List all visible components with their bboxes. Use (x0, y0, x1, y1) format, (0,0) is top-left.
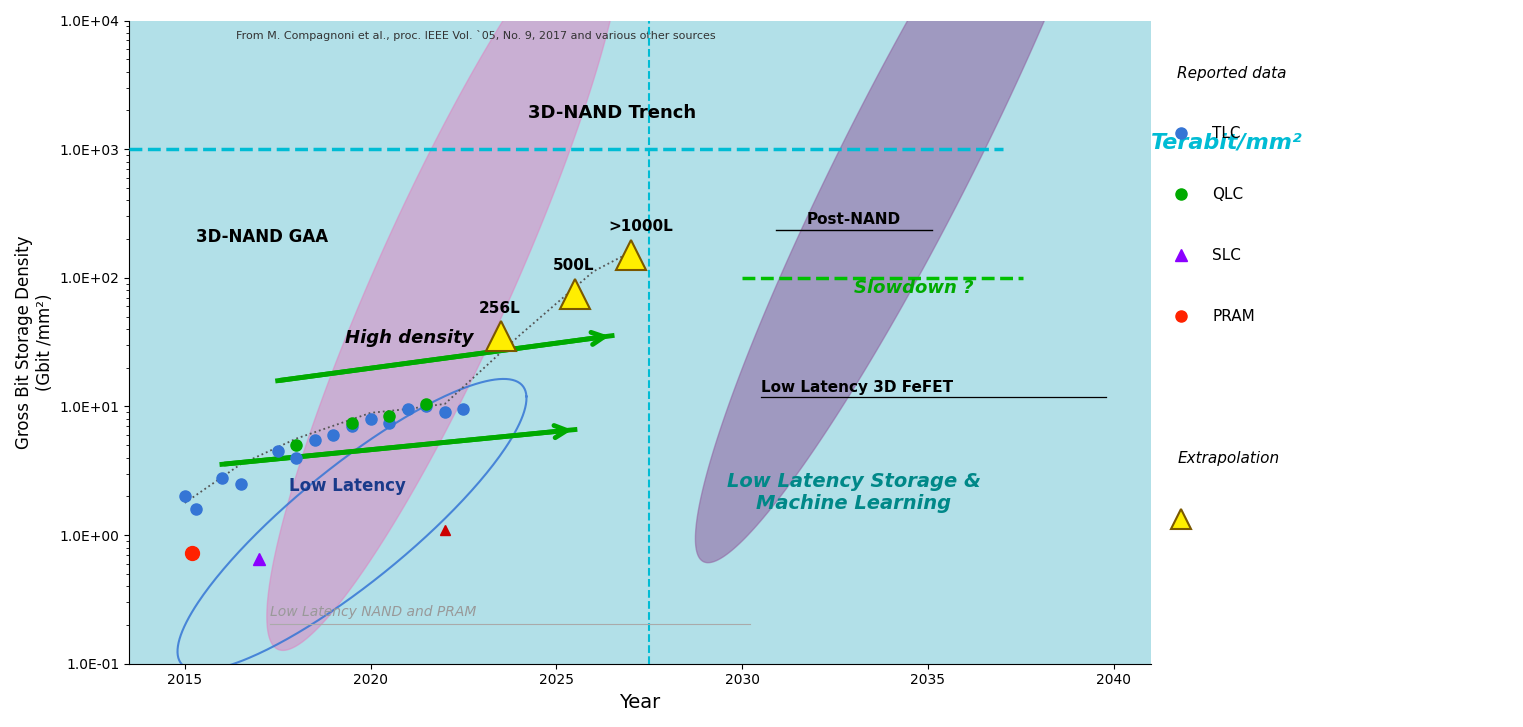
Text: 256L: 256L (478, 301, 519, 316)
Text: Low Latency Storage &
Machine Learning: Low Latency Storage & Machine Learning (726, 472, 981, 513)
Text: Low Latency NAND and PRAM: Low Latency NAND and PRAM (270, 606, 477, 619)
Text: Reported data: Reported data (1177, 65, 1287, 81)
Text: High density: High density (344, 329, 474, 348)
Polygon shape (267, 0, 623, 651)
Text: TLC: TLC (1212, 126, 1241, 140)
Text: 500L: 500L (553, 258, 594, 273)
Text: Extrapolation: Extrapolation (1177, 451, 1279, 467)
Text: PRAM: PRAM (1212, 309, 1255, 324)
Text: Low Latency: Low Latency (289, 477, 405, 495)
Text: Low Latency 3D FeFET: Low Latency 3D FeFET (760, 379, 953, 395)
Text: Post-NAND: Post-NAND (807, 212, 900, 228)
Text: Terabit/mm²: Terabit/mm² (1151, 133, 1302, 153)
Polygon shape (696, 0, 1122, 563)
Text: Slowdown ?: Slowdown ? (853, 279, 973, 297)
Text: SLC: SLC (1212, 248, 1241, 262)
Y-axis label: Gross Bit Storage Density
(Gbit /mm²): Gross Bit Storage Density (Gbit /mm²) (15, 236, 53, 449)
X-axis label: Year: Year (620, 693, 661, 712)
Text: 3D-NAND GAA: 3D-NAND GAA (196, 228, 327, 246)
Text: From M. Compagnoni et al., proc. IEEE Vol. `05, No. 9, 2017 and various other so: From M. Compagnoni et al., proc. IEEE Vo… (236, 30, 716, 41)
Text: QLC: QLC (1212, 187, 1243, 201)
Text: >1000L: >1000L (608, 220, 673, 234)
Text: 3D-NAND Trench: 3D-NAND Trench (528, 104, 696, 122)
